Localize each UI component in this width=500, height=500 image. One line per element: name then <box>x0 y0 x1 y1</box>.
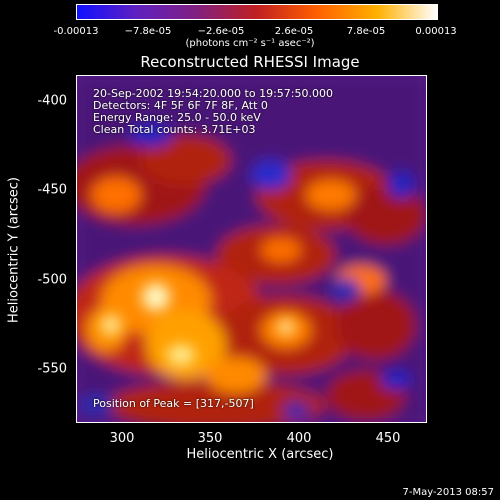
time-range-text: 20-Sep-2002 19:54:20.000 to 19:57:50.000 <box>93 87 333 100</box>
y-axis-label: Heliocentric Y (arcsec) <box>6 177 22 323</box>
colorbar-tick: −7.8e-05 <box>124 26 172 37</box>
image-title: Reconstructed RHESSI Image <box>140 53 360 71</box>
y-tick-label: -500 <box>37 272 67 288</box>
colorbar-tick: 7.8e-05 <box>346 26 386 37</box>
x-axis-label: Heliocentric X (arcsec) <box>186 447 334 462</box>
peak-position-text: Position of Peak = [317,-507] <box>93 397 254 410</box>
y-tick-label: -550 <box>37 361 67 377</box>
detectors-text: Detectors: 4F 5F 6F 7F 8F, Att 0 <box>93 99 268 112</box>
x-tick-label: 350 <box>197 431 223 446</box>
y-tick-label: -450 <box>37 182 67 198</box>
rhessi-image <box>76 75 427 423</box>
colorbar-tick: 0.00013 <box>415 26 457 37</box>
colorbar <box>76 4 438 20</box>
x-tick-label: 300 <box>109 431 135 446</box>
method-counts-text: Clean Total counts: 3.71E+03 <box>93 123 256 136</box>
colorbar-tick: −2.6e-05 <box>197 26 245 37</box>
colorbar-unit-label: (photons cm⁻² s⁻¹ asec⁻²) <box>185 38 315 49</box>
plot-frame <box>76 75 427 423</box>
energy-range-text: Energy Range: 25.0 - 50.0 keV <box>93 111 261 124</box>
x-tick-label: 400 <box>286 431 312 446</box>
colorbar-tick: 2.6e-05 <box>274 26 314 37</box>
rhessi-image-raster <box>76 75 427 423</box>
x-tick-label: 450 <box>375 431 401 446</box>
colorbar-tick: -0.00013 <box>53 26 99 37</box>
y-tick-label: -400 <box>37 93 67 109</box>
footer-date: 7-May-2013 08:57 <box>402 487 494 498</box>
